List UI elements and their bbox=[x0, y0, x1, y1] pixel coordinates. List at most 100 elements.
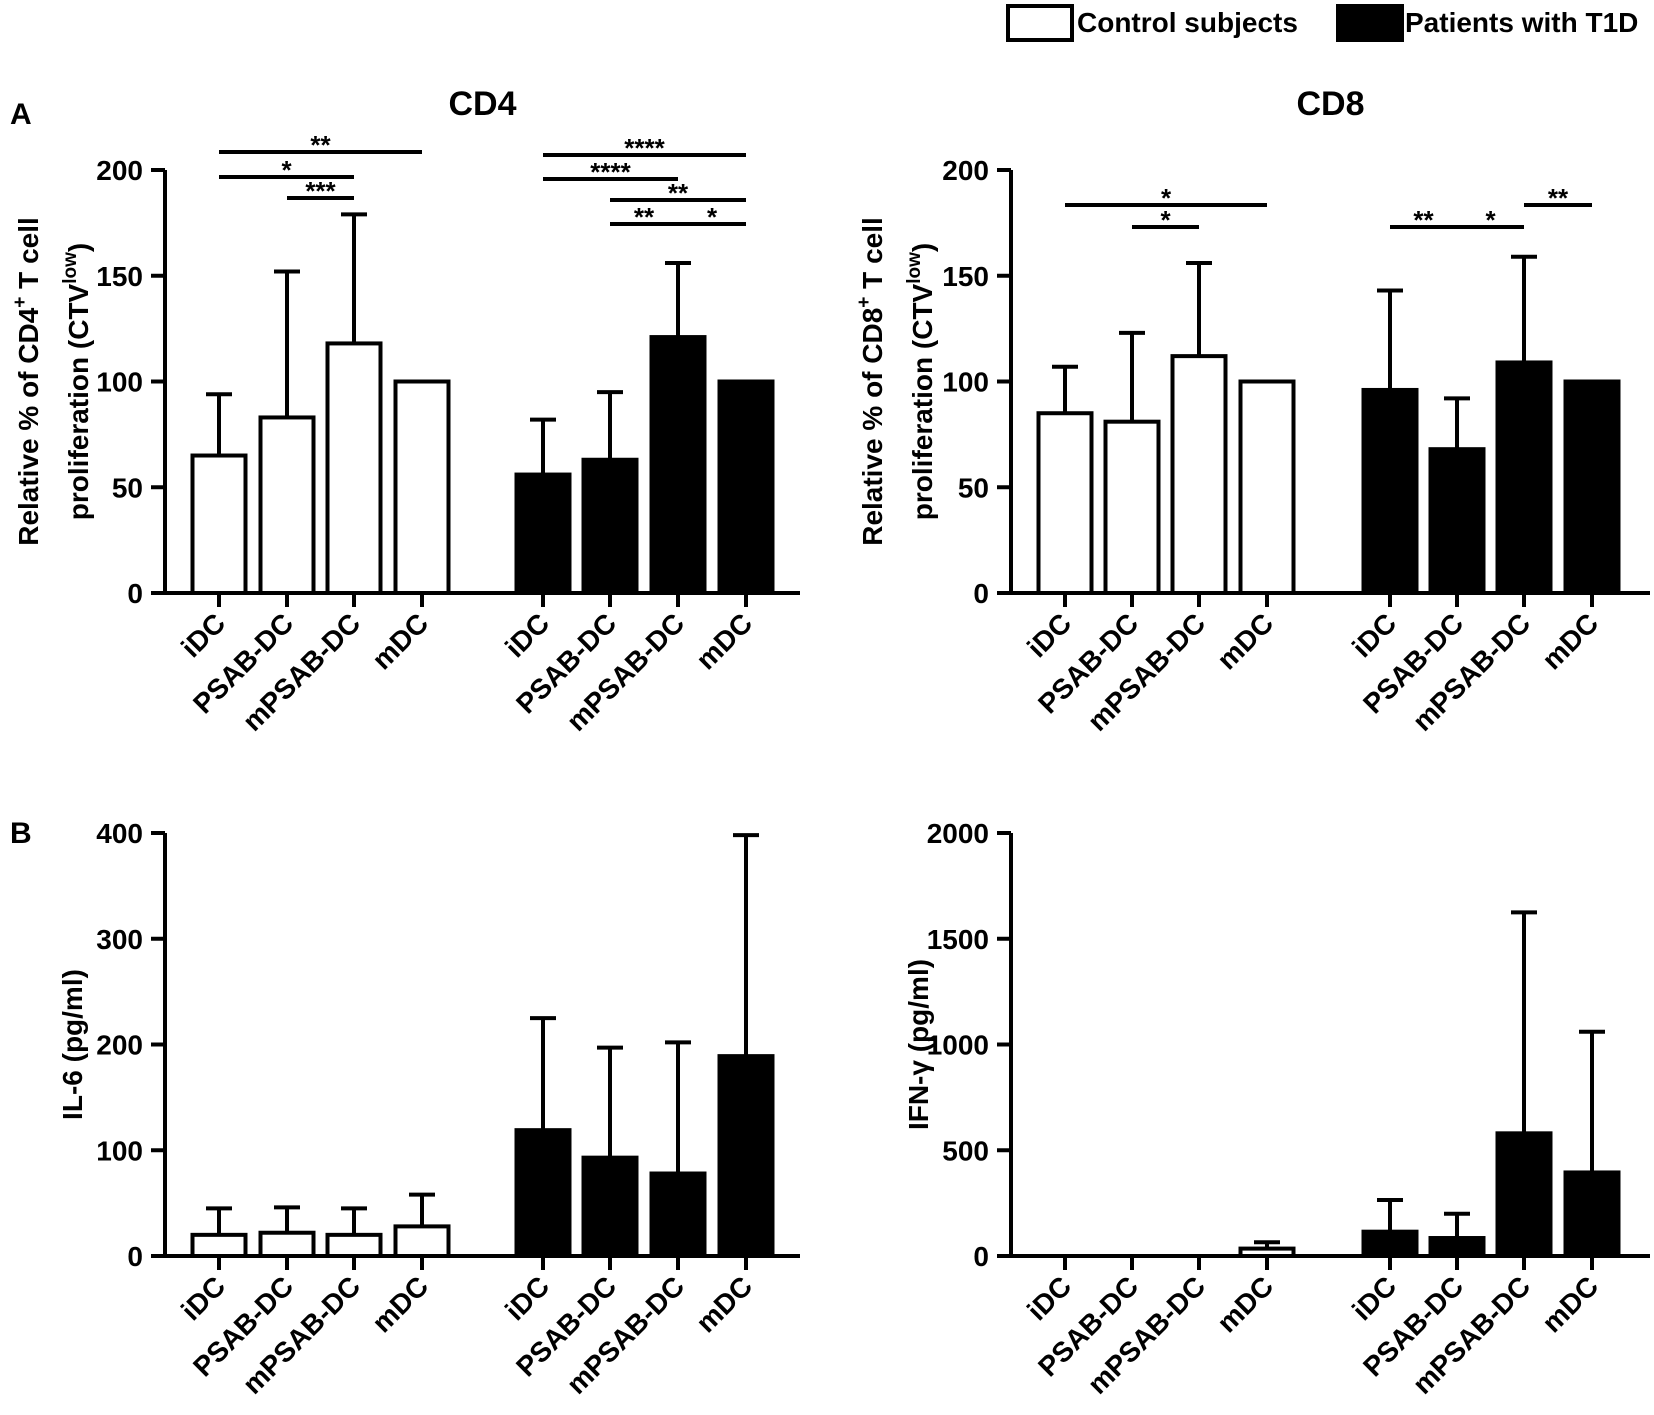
bar bbox=[393, 379, 451, 595]
cd8-proliferation-chart: CD8 0 50 100 150 200 Relative % of CD8+ T cell… bbox=[854, 85, 1650, 737]
x-tick-label: iDC bbox=[1346, 607, 1402, 663]
x-tick-label: mDC bbox=[1536, 1270, 1604, 1338]
bar bbox=[1170, 354, 1228, 595]
x-tick-label: mDC bbox=[366, 607, 434, 675]
y-axis-label-text: IFN-γ (pg/ml) bbox=[903, 959, 934, 1130]
bar bbox=[190, 1232, 248, 1258]
y-tick-label: 0 bbox=[973, 578, 989, 609]
bar bbox=[1361, 1229, 1419, 1258]
significance-label: **** bbox=[624, 133, 665, 163]
bar bbox=[649, 335, 707, 595]
y-tick-label: 200 bbox=[96, 1030, 143, 1061]
bar bbox=[190, 453, 248, 595]
x-tick-label: mDC bbox=[1211, 1270, 1279, 1338]
x-tick-label: iDC bbox=[175, 1270, 231, 1326]
y-tick-label: 0 bbox=[127, 578, 143, 609]
x-tick-label: iDC bbox=[1021, 607, 1077, 663]
bar bbox=[258, 415, 316, 595]
y-tick-label: 100 bbox=[942, 367, 989, 398]
significance-label: * bbox=[1485, 205, 1496, 235]
bar bbox=[325, 1232, 383, 1258]
y-axis-label-text: proliferation (CTV bbox=[63, 283, 94, 520]
y-axis-label-superscript: + bbox=[854, 297, 875, 308]
y-axis-label-text: Relative % of CD8 bbox=[857, 308, 888, 546]
y-axis-label: IFN-γ (pg/ml) bbox=[903, 959, 934, 1130]
y-tick-label: 1000 bbox=[927, 1030, 989, 1061]
significance-label: * bbox=[1160, 205, 1171, 235]
y-axis-label-text: T cell bbox=[857, 217, 888, 296]
y-tick-label: 50 bbox=[958, 472, 989, 503]
significance-label: ** bbox=[634, 202, 655, 232]
significance-label: * bbox=[707, 202, 718, 232]
bar bbox=[717, 1054, 775, 1258]
y-tick-label: 0 bbox=[127, 1241, 143, 1272]
y-axis-label-text: proliferation (CTV bbox=[907, 283, 938, 520]
x-tick-label: mDC bbox=[690, 1270, 758, 1338]
y-tick-label: 0 bbox=[973, 1241, 989, 1272]
bar bbox=[1495, 360, 1553, 595]
bar bbox=[717, 379, 775, 595]
y-tick-label: 50 bbox=[112, 472, 143, 503]
bar bbox=[393, 1224, 451, 1259]
y-tick-label: 100 bbox=[96, 1135, 143, 1166]
bar bbox=[258, 1230, 316, 1258]
y-tick-label: 500 bbox=[942, 1135, 989, 1166]
y-axis-label-superscript: low bbox=[60, 252, 81, 284]
panel-letter-a: A bbox=[10, 98, 32, 131]
y-axis-label-text: IL-6 (pg/ml) bbox=[57, 969, 88, 1120]
panel-letter-b: B bbox=[10, 817, 32, 850]
significance-label: ** bbox=[1548, 183, 1569, 213]
bar bbox=[1238, 1246, 1296, 1259]
y-axis-label-superscript: low bbox=[904, 252, 925, 284]
legend-label-control: Control subjects bbox=[1077, 7, 1298, 38]
legend: Control subjects Patients with T1D bbox=[1006, 4, 1638, 42]
y-axis-label-superscript: + bbox=[10, 297, 31, 308]
chart-title: CD4 bbox=[448, 85, 516, 123]
bar bbox=[581, 457, 639, 595]
cd4-proliferation-chart: CD4 0 50 100 150 200 Relative % of CD4+ T cell… bbox=[10, 85, 800, 737]
x-tick-label: mDC bbox=[690, 607, 758, 675]
chart-title: CD8 bbox=[1296, 85, 1364, 123]
y-tick-label: 150 bbox=[96, 261, 143, 292]
bar bbox=[649, 1171, 707, 1259]
bar bbox=[1428, 447, 1486, 595]
y-tick-label: 400 bbox=[96, 818, 143, 849]
x-tick-label: iDC bbox=[1346, 1270, 1402, 1326]
y-axis-label-text: T cell bbox=[13, 217, 44, 296]
x-tick-label: iDC bbox=[499, 1270, 555, 1326]
bar bbox=[1563, 379, 1621, 595]
x-tick-label: mDC bbox=[366, 1270, 434, 1338]
y-tick-label: 200 bbox=[942, 155, 989, 186]
x-tick-label: mDC bbox=[1211, 607, 1279, 675]
y-axis-label: proliferation (CTVlow) bbox=[904, 243, 938, 520]
bar bbox=[1103, 419, 1161, 595]
y-axis-label-text: ) bbox=[63, 243, 94, 252]
x-tick-label: iDC bbox=[1021, 1270, 1077, 1326]
y-axis-label-text: ) bbox=[907, 243, 938, 252]
y-tick-label: 200 bbox=[96, 155, 143, 186]
bar bbox=[581, 1155, 639, 1258]
y-axis-label: proliferation (CTVlow) bbox=[60, 243, 94, 520]
y-tick-label: 100 bbox=[96, 367, 143, 398]
significance-label: *** bbox=[305, 176, 336, 206]
legend-swatch-control bbox=[1006, 4, 1074, 42]
bar bbox=[514, 472, 572, 595]
y-axis-label: Relative % of CD4+ T cell bbox=[10, 217, 44, 546]
y-axis-label: Relative % of CD8+ T cell bbox=[854, 217, 888, 546]
x-tick-label: iDC bbox=[499, 607, 555, 663]
legend-label-t1d: Patients with T1D bbox=[1405, 7, 1638, 38]
y-tick-label: 300 bbox=[96, 924, 143, 955]
significance-label: ** bbox=[1413, 205, 1434, 235]
significance-label: * bbox=[281, 155, 292, 185]
x-tick-label: iDC bbox=[175, 607, 231, 663]
y-axis-label-text: Relative % of CD4 bbox=[13, 307, 44, 545]
bar bbox=[514, 1128, 572, 1258]
bar bbox=[1361, 387, 1419, 595]
legend-swatch-t1d bbox=[1336, 4, 1404, 42]
bar bbox=[1428, 1236, 1486, 1258]
bar bbox=[1495, 1131, 1553, 1258]
bar bbox=[1036, 411, 1094, 595]
